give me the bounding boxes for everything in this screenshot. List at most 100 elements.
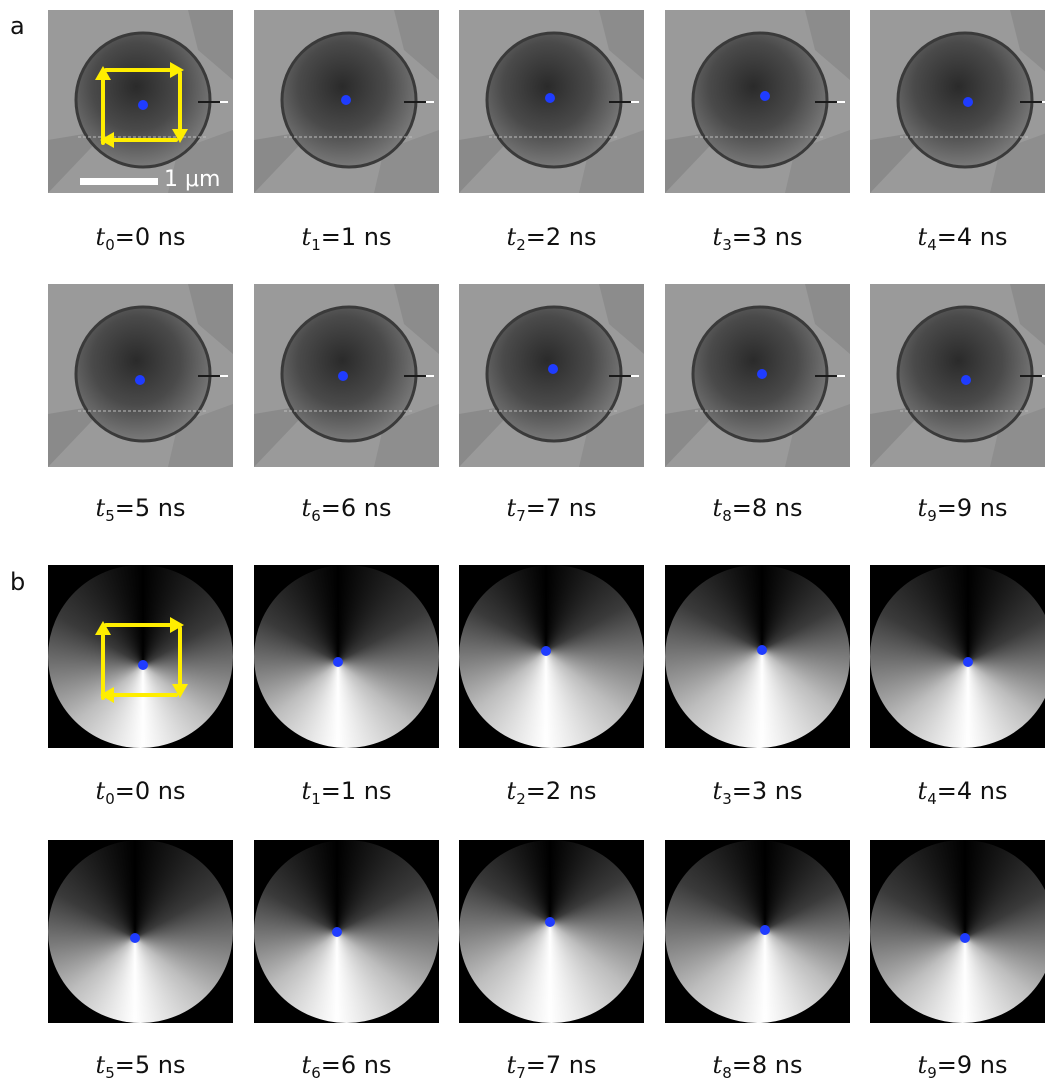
frame-caption-b: t7=7 ns <box>452 1050 652 1088</box>
frame-caption-b: t2=2 ns <box>452 776 652 814</box>
time-value: =8 ns <box>732 494 803 522</box>
scale-bar <box>80 178 158 185</box>
time-value: =7 ns <box>526 1051 597 1079</box>
time-index: 9 <box>927 507 937 525</box>
frame-caption-b: t4=4 ns <box>863 776 1045 814</box>
micrograph-frame <box>665 10 850 193</box>
micrograph-frame <box>459 10 644 193</box>
time-value: =4 ns <box>937 223 1008 251</box>
time-index: 9 <box>927 1064 937 1082</box>
frame-caption-a: t4=4 ns <box>863 222 1045 260</box>
vortex-core-marker <box>548 364 558 374</box>
time-value: =1 ns <box>321 777 392 805</box>
vortex-core-marker <box>333 657 343 667</box>
vortex-core-marker <box>135 375 145 385</box>
time-value: =3 ns <box>732 777 803 805</box>
disk-outline <box>898 307 1032 441</box>
time-symbol: t <box>918 1051 928 1079</box>
time-symbol: t <box>96 1051 106 1079</box>
arrowheads-icon <box>95 617 188 703</box>
time-index: 0 <box>105 790 115 808</box>
time-index: 2 <box>516 790 526 808</box>
frame-caption-b: t1=1 ns <box>247 776 447 814</box>
frame-caption-a: t8=8 ns <box>658 493 858 531</box>
time-symbol: t <box>507 777 517 805</box>
time-symbol: t <box>302 494 312 522</box>
time-index: 6 <box>311 507 321 525</box>
time-index: 8 <box>722 507 732 525</box>
time-value: =0 ns <box>115 777 186 805</box>
vortex-core-marker <box>963 657 973 667</box>
scale-bar-label: 1 μm <box>164 168 220 192</box>
time-symbol: t <box>713 1051 723 1079</box>
vortex-core-marker <box>341 95 351 105</box>
simulation-frame <box>254 565 439 748</box>
vortex-core-marker <box>130 933 140 943</box>
time-value: =5 ns <box>115 494 186 522</box>
time-index: 8 <box>722 1064 732 1082</box>
time-value: =2 ns <box>526 223 597 251</box>
vortex-core-marker <box>760 925 770 935</box>
time-index: 6 <box>311 1064 321 1082</box>
panel-a-letter: a <box>10 14 25 38</box>
time-value: =6 ns <box>321 494 392 522</box>
simulation-frame <box>254 840 439 1023</box>
simulation-frame <box>459 565 644 748</box>
frame-caption-a: t7=7 ns <box>452 493 652 531</box>
time-value: =0 ns <box>115 223 186 251</box>
frame-caption-b: t9=9 ns <box>863 1050 1045 1088</box>
disk-outline <box>282 307 416 441</box>
time-value: =9 ns <box>937 1051 1008 1079</box>
disk-outline <box>76 307 210 441</box>
time-symbol: t <box>96 494 106 522</box>
time-symbol: t <box>96 223 106 251</box>
time-index: 0 <box>105 236 115 254</box>
time-symbol: t <box>918 223 928 251</box>
micrograph-frame <box>48 284 233 467</box>
time-index: 5 <box>105 1064 115 1082</box>
frame-caption-a: t3=3 ns <box>658 222 858 260</box>
vortex-core-marker <box>963 97 973 107</box>
disk-outline <box>487 307 621 441</box>
time-index: 3 <box>722 790 732 808</box>
time-value: =5 ns <box>115 1051 186 1079</box>
time-index: 7 <box>516 1064 526 1082</box>
micrograph-frame <box>254 284 439 467</box>
simulation-frame <box>48 840 233 1023</box>
frame-caption-a: t0=0 ns <box>41 222 241 260</box>
simulation-frame <box>870 840 1045 1023</box>
frame-caption-a: t6=6 ns <box>247 493 447 531</box>
vortex-core-marker <box>961 375 971 385</box>
micrograph-frame <box>665 284 850 467</box>
time-symbol: t <box>507 494 517 522</box>
time-index: 2 <box>516 236 526 254</box>
time-value: =9 ns <box>937 494 1008 522</box>
frame-caption-a: t9=9 ns <box>863 493 1045 531</box>
vortex-core-marker <box>545 93 555 103</box>
vortex-core-marker <box>332 927 342 937</box>
frame-caption-a: t5=5 ns <box>41 493 241 531</box>
time-index: 7 <box>516 507 526 525</box>
simulation-frame <box>459 840 644 1023</box>
frame-caption-b: t3=3 ns <box>658 776 858 814</box>
time-symbol: t <box>302 223 312 251</box>
vortex-core-marker <box>138 100 148 110</box>
time-symbol: t <box>302 1051 312 1079</box>
time-value: =2 ns <box>526 777 597 805</box>
frame-caption-b: t6=6 ns <box>247 1050 447 1088</box>
vortex-core-marker <box>541 646 551 656</box>
time-symbol: t <box>507 1051 517 1079</box>
vortex-core-marker <box>545 917 555 927</box>
frame-caption-b: t5=5 ns <box>41 1050 241 1088</box>
vortex-core-marker <box>138 660 148 670</box>
time-index: 4 <box>927 790 937 808</box>
frame-caption-b: t0=0 ns <box>41 776 241 814</box>
time-symbol: t <box>302 777 312 805</box>
time-value: =8 ns <box>732 1051 803 1079</box>
simulation-frame <box>665 565 850 748</box>
panel-b-letter: b <box>10 570 25 594</box>
time-value: =1 ns <box>321 223 392 251</box>
time-index: 1 <box>311 236 321 254</box>
micrograph-frame <box>254 10 439 193</box>
time-index: 3 <box>722 236 732 254</box>
